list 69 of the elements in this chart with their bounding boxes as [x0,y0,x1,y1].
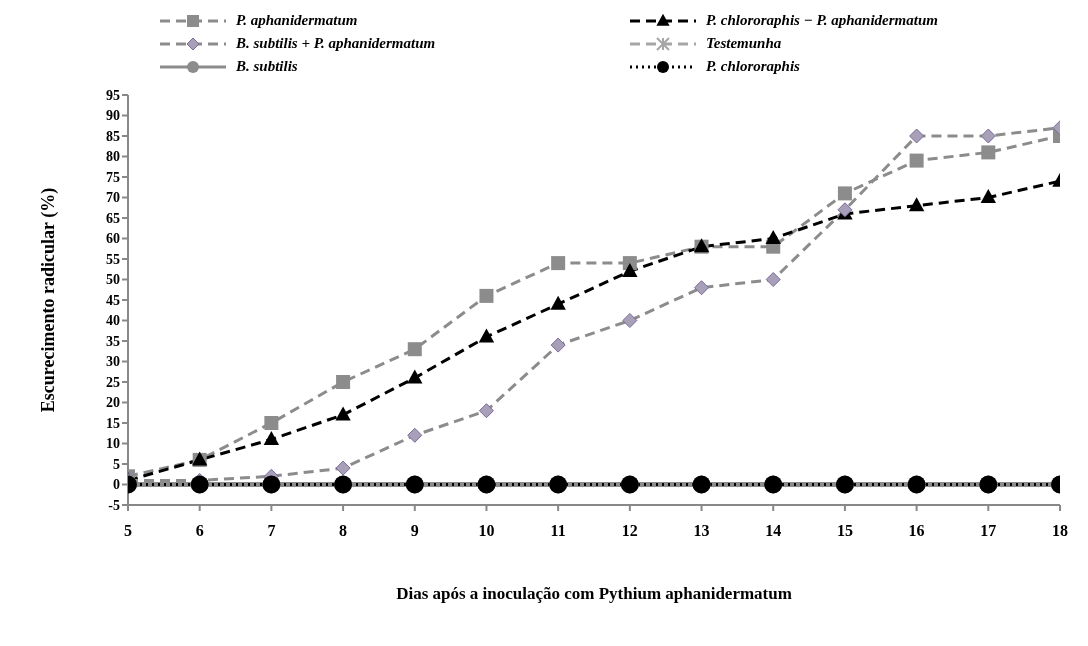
y-tick-label: 60 [106,231,120,247]
x-tick-label: 12 [621,522,638,540]
legend-label: P. chlororaphis [706,58,800,75]
y-tick-label: 35 [106,333,120,349]
x-axis-title: Dias após a inoculação com Pythium aphanidermatum [396,584,792,603]
point [335,460,351,476]
y-tick-label: 55 [106,251,120,267]
point [908,197,925,212]
legend-label: B. subtilis + P. aphanidermatum [236,35,436,52]
point [622,262,638,277]
point [264,416,279,430]
x-tick-label: 9 [410,522,419,540]
point [980,189,997,204]
point [765,272,781,287]
y-tick-label: 30 [106,354,120,370]
point [551,256,566,271]
x-tick-label: 8 [339,522,348,540]
x-tick-label: 13 [693,522,710,540]
point [479,288,494,303]
y-tick-label: 10 [106,436,120,452]
point [335,406,351,421]
legend-label: B. subtilis [236,58,298,75]
point [694,280,710,296]
point [837,186,852,201]
y-tick-label: 15 [106,415,120,431]
y-tick-label: 85 [106,128,120,144]
point [478,328,495,343]
y-tick-label: 40 [106,313,120,329]
legend-label: P. chlororaphis − P. aphanidermatum [706,12,938,29]
y-tick-label: 0 [113,477,120,493]
point [407,342,422,357]
y-tick-label: 80 [106,149,120,165]
x-tick-label: 15 [836,522,853,540]
y-tick-label: 50 [106,272,120,288]
y-tick-label: 70 [106,190,120,206]
point [765,230,781,245]
y-tick-label: 75 [106,169,120,185]
x-tick-label: 14 [765,522,782,540]
legend-label: P. aphanidermatum [236,12,358,29]
point [407,427,423,443]
x-tick-label: 16 [908,522,925,540]
y-tick-label: 25 [106,374,120,390]
y-tick-label: 90 [106,108,120,124]
x-tick-label: 18 [1052,522,1068,540]
y-tick-label: 95 [106,87,120,103]
legend-label: Testemunha [706,35,782,52]
point [980,128,996,144]
x-tick-label: 6 [195,522,204,540]
point [981,145,996,160]
point [478,403,494,419]
point [909,153,924,168]
point [909,128,925,144]
x-tick-label: 5 [124,522,132,540]
y-axis-title: Escurecimento radicular (%) [38,187,60,413]
point [263,431,280,445]
point [550,295,566,310]
x-tick-label: 17 [980,522,997,540]
point [407,369,423,384]
x-tick-label: 11 [550,522,566,540]
point [622,313,638,328]
y-tick-label: 65 [106,210,120,226]
y-tick-label: -5 [108,497,120,513]
point [336,375,351,389]
point [550,337,566,353]
x-tick-label: 10 [478,522,495,540]
y-tick-label: 45 [106,292,120,308]
y-tick-label: 20 [106,395,120,411]
x-tick-label: 7 [267,522,276,540]
y-tick-label: 5 [113,456,120,472]
